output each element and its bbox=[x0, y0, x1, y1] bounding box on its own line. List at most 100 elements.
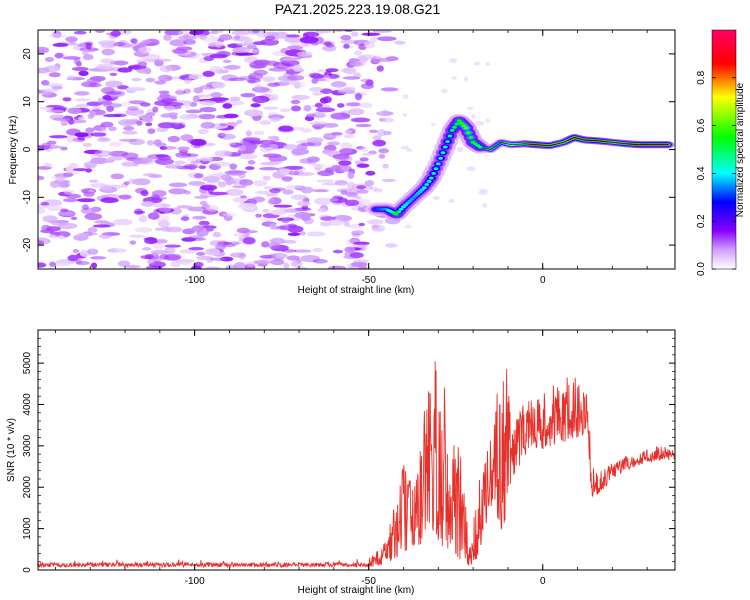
noise-blob bbox=[220, 132, 228, 137]
noise-blob bbox=[73, 58, 81, 65]
noise-blob bbox=[127, 106, 139, 111]
noise-blob bbox=[448, 198, 455, 203]
noise-blob bbox=[147, 128, 156, 134]
noise-blob bbox=[145, 122, 153, 127]
noise-blob bbox=[158, 74, 173, 82]
bottom-y-axis: 0 1000 2000 3000 4000 5000 bbox=[22, 337, 675, 573]
colorbar-tick-label: 0.2 bbox=[696, 214, 707, 228]
noise-blob bbox=[109, 60, 129, 65]
noise-blob bbox=[108, 141, 123, 147]
noise-blob bbox=[356, 185, 367, 190]
noise-blob bbox=[75, 104, 89, 108]
noise-blob bbox=[210, 30, 219, 35]
noise-blob bbox=[247, 75, 257, 79]
noise-blob bbox=[290, 105, 302, 112]
noise-blob bbox=[179, 114, 194, 120]
noise-blob bbox=[156, 127, 169, 133]
noise-blob bbox=[63, 172, 74, 177]
bottom-y-tick-label: 1000 bbox=[22, 517, 33, 540]
noise-blob bbox=[299, 36, 319, 44]
ridge-mark bbox=[666, 143, 670, 146]
noise-blob bbox=[179, 249, 197, 254]
noise-blob bbox=[209, 65, 223, 73]
noise-blob bbox=[51, 86, 64, 90]
noise-blob bbox=[265, 192, 278, 197]
noise-blob bbox=[127, 178, 138, 184]
noise-blob bbox=[100, 121, 114, 128]
noise-blob bbox=[259, 120, 272, 126]
noise-blob bbox=[360, 146, 368, 153]
noise-blob bbox=[252, 41, 266, 46]
noise-blob bbox=[139, 102, 151, 107]
noise-blob bbox=[191, 225, 206, 232]
noise-blob bbox=[200, 121, 216, 129]
noise-blob bbox=[286, 255, 301, 261]
noise-blob bbox=[292, 260, 299, 266]
noise-blob bbox=[345, 191, 358, 198]
noise-blob bbox=[229, 241, 240, 246]
noise-blob bbox=[73, 30, 87, 35]
noise-blob bbox=[257, 263, 268, 267]
noise-blob bbox=[278, 125, 294, 132]
noise-blob bbox=[280, 217, 291, 224]
noise-blob bbox=[291, 148, 310, 156]
noise-blob bbox=[242, 237, 256, 245]
bottom-y-tick-label: 2000 bbox=[22, 476, 33, 499]
noise-blob bbox=[146, 140, 154, 146]
noise-blob bbox=[270, 252, 288, 259]
noise-blob bbox=[177, 146, 190, 151]
noise-blob bbox=[199, 106, 217, 113]
noise-blob bbox=[157, 220, 170, 228]
noise-blob bbox=[93, 124, 107, 132]
noise-blob bbox=[205, 226, 214, 232]
noise-blob bbox=[76, 198, 96, 203]
noise-blob bbox=[236, 145, 247, 152]
noise-blob bbox=[187, 155, 199, 163]
noise-blob bbox=[343, 43, 350, 49]
noise-blob bbox=[109, 38, 116, 45]
noise-blob bbox=[345, 266, 363, 269]
noise-blob bbox=[317, 170, 335, 177]
noise-blob bbox=[160, 226, 172, 232]
noise-blob bbox=[101, 48, 115, 56]
noise-blob bbox=[349, 60, 366, 67]
ridge-mark bbox=[433, 167, 439, 171]
noise-blob bbox=[39, 106, 54, 110]
noise-blob bbox=[38, 46, 50, 54]
noise-blob bbox=[300, 186, 314, 194]
colorbar-tick-label: 0.0 bbox=[696, 262, 707, 276]
noise-blob bbox=[291, 82, 306, 88]
noise-blob bbox=[457, 146, 464, 153]
noise-blob bbox=[361, 32, 381, 36]
noise-blob bbox=[237, 148, 254, 154]
bottom-y-tick-label: 4000 bbox=[22, 393, 33, 416]
noise-blob bbox=[141, 247, 152, 251]
noise-blob bbox=[402, 94, 409, 100]
noise-blob bbox=[94, 30, 106, 34]
noise-blob bbox=[353, 50, 363, 56]
noise-blob bbox=[281, 249, 297, 253]
noise-blob bbox=[239, 179, 254, 186]
noise-blob bbox=[96, 137, 111, 143]
noise-blob bbox=[48, 72, 61, 78]
noise-blob bbox=[270, 237, 285, 245]
noise-blob bbox=[190, 265, 202, 269]
bottom-y-tick-label: 0 bbox=[22, 567, 33, 573]
noise-blob bbox=[302, 31, 320, 38]
noise-blob bbox=[279, 108, 291, 113]
noise-blob bbox=[375, 110, 394, 117]
noise-blob bbox=[87, 248, 99, 255]
noise-blob bbox=[78, 70, 89, 76]
noise-blob bbox=[312, 92, 322, 96]
noise-blob bbox=[330, 165, 341, 172]
noise-blob bbox=[146, 259, 155, 264]
ridge-mark bbox=[440, 151, 446, 155]
noise-blob bbox=[364, 41, 376, 49]
noise-blob bbox=[354, 196, 362, 200]
noise-blob bbox=[308, 72, 322, 79]
noise-blob bbox=[151, 189, 167, 197]
noise-blob bbox=[204, 266, 221, 269]
noise-blob bbox=[317, 69, 326, 73]
colorbar-tick-label: 0.6 bbox=[696, 118, 707, 132]
noise-blob bbox=[271, 31, 289, 39]
